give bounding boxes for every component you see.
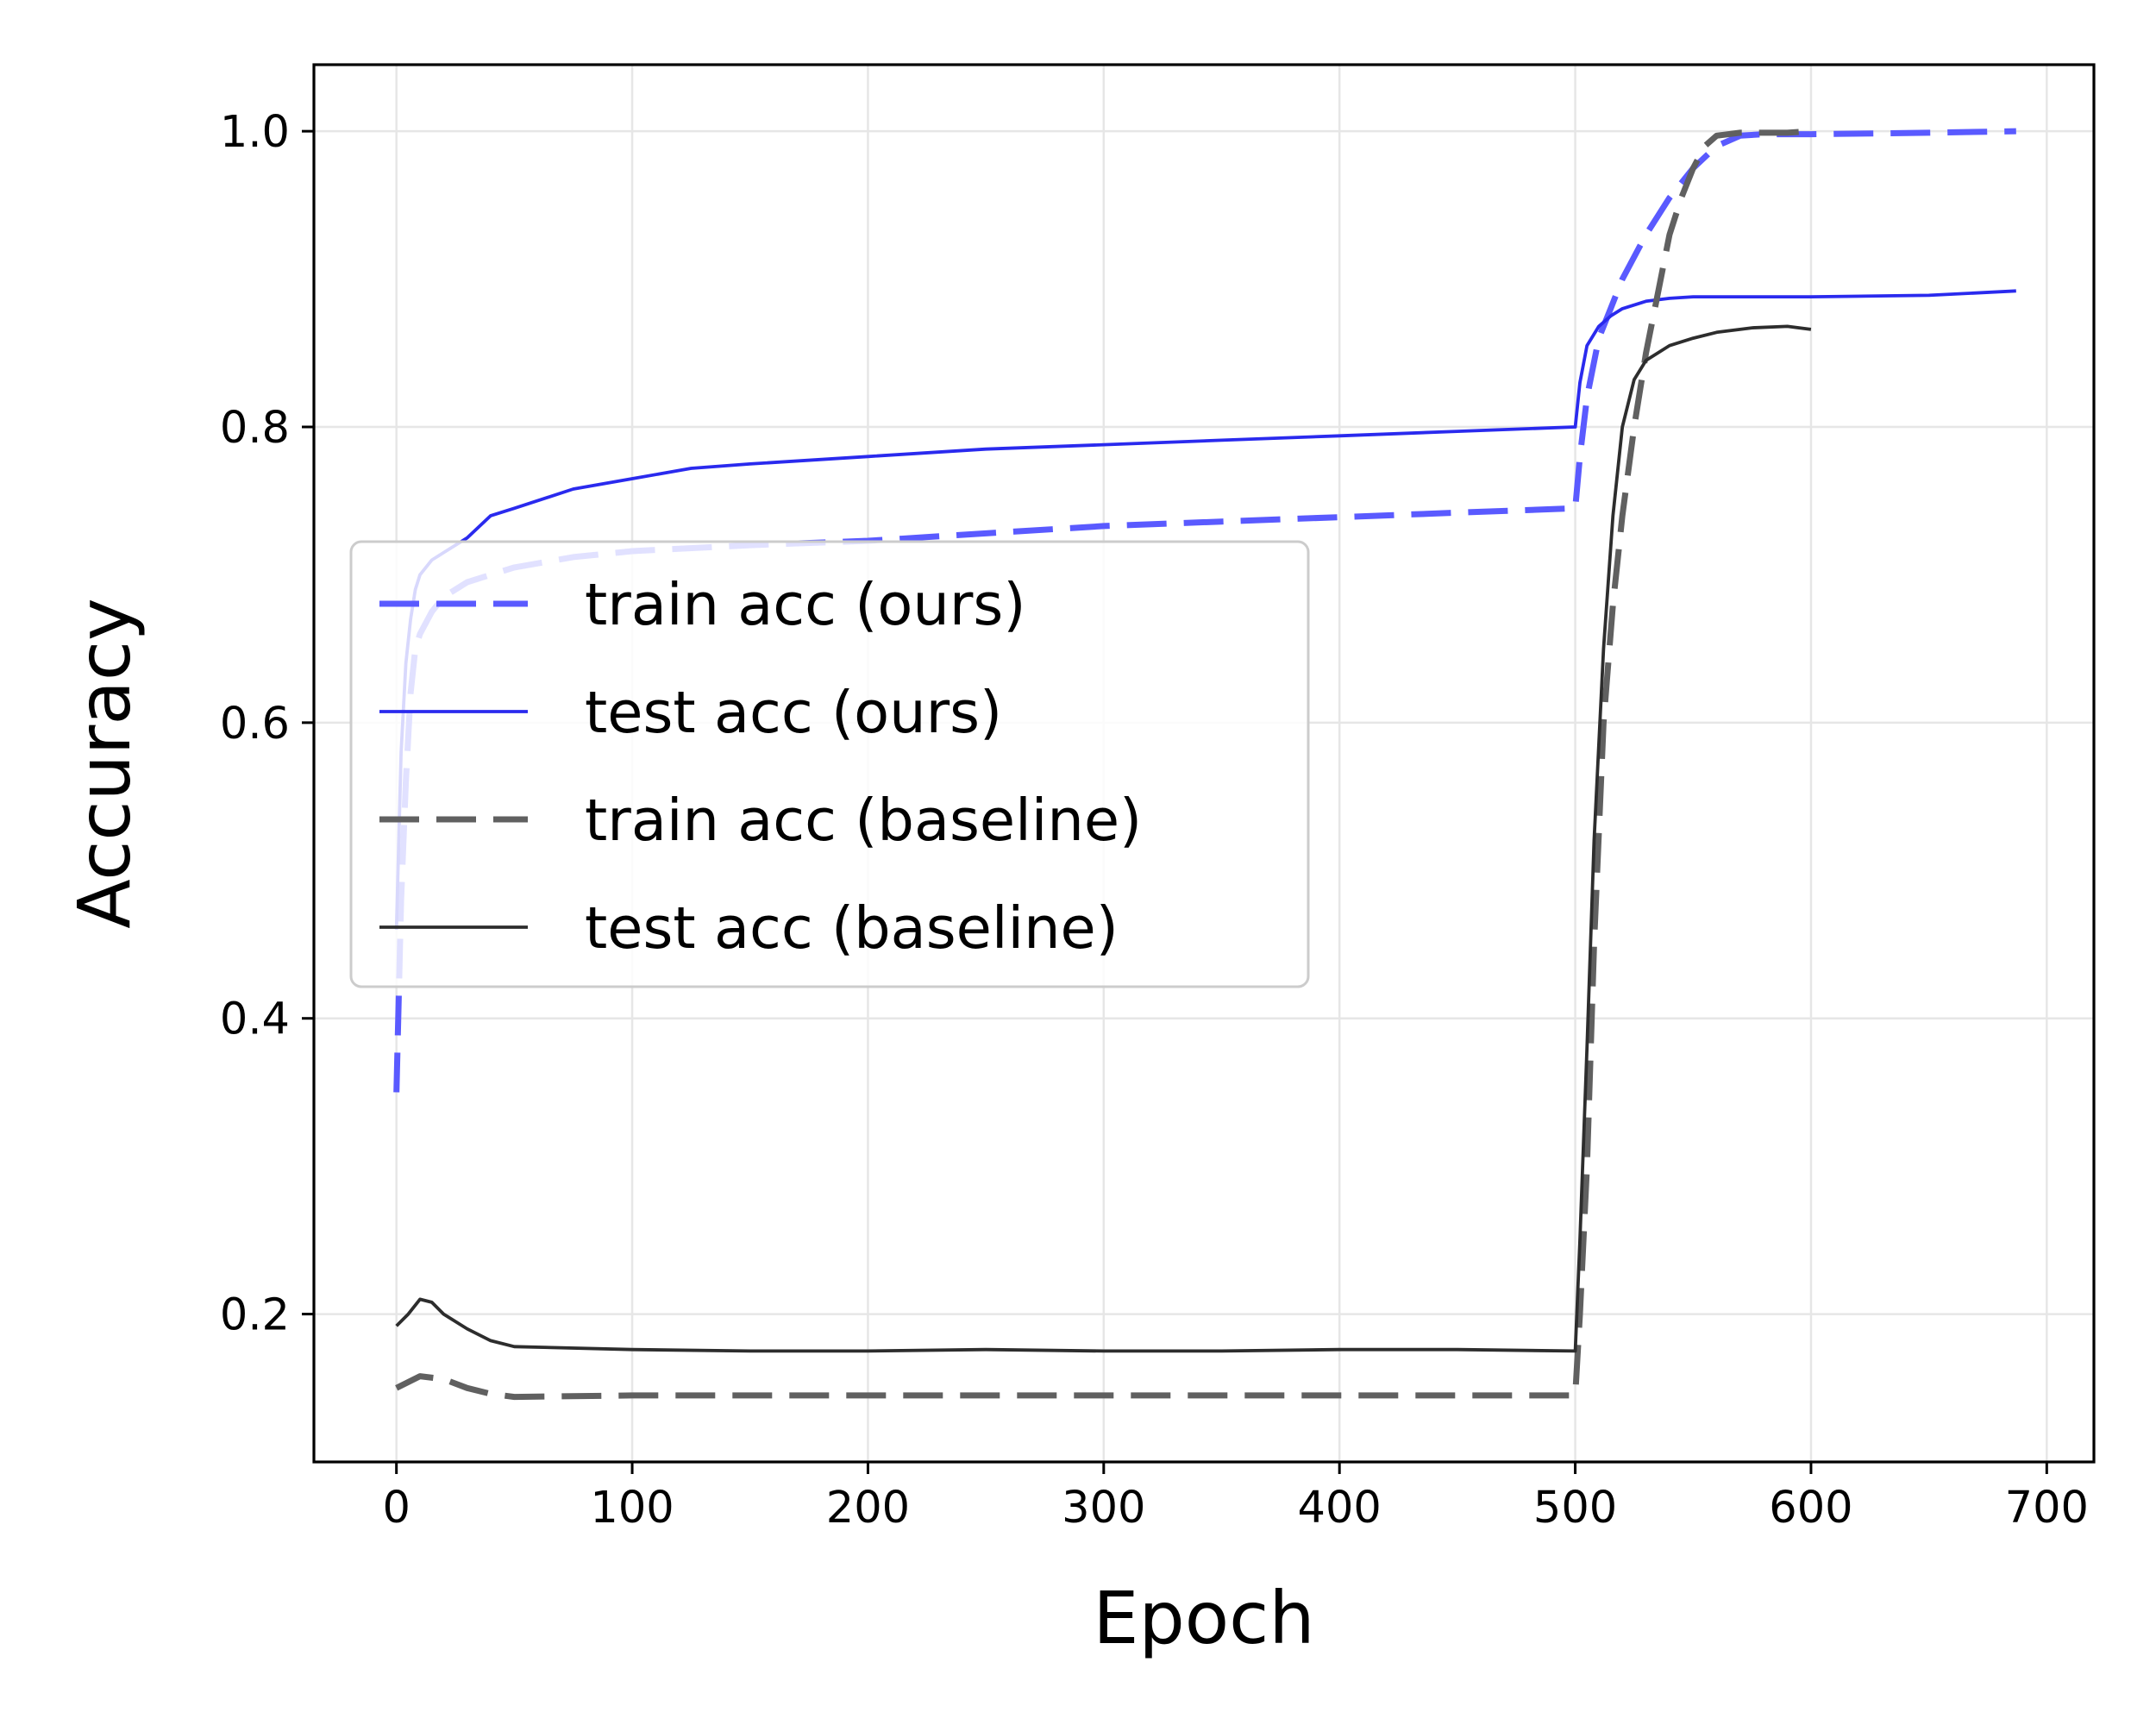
x-tick-label-7: 700 <box>2005 1483 2089 1534</box>
x-tick-label-1: 100 <box>590 1483 674 1534</box>
axis-ticks: 0 100 200 300 400 500 600 700 0.2 0.4 0.6 0.8 1.0 <box>220 107 2089 1534</box>
plot-frame <box>312 63 2096 1464</box>
x-tick-label-0: 0 <box>382 1483 410 1534</box>
series-line-3 <box>395 324 1812 1353</box>
legend: train acc (ours) test acc (ours) train acc… <box>349 540 1310 988</box>
series-line-2 <box>395 128 1812 1401</box>
x-tick-label-4: 400 <box>1298 1483 1382 1534</box>
legend-label-2: train acc (baseline) <box>585 787 1142 854</box>
y-tick-label-4: 1.0 <box>220 107 290 158</box>
y-tick-label-1: 0.4 <box>220 994 290 1045</box>
legend-box <box>349 540 1310 988</box>
x-tick-label-6: 600 <box>1769 1483 1852 1534</box>
x-axis-label: Epoch <box>1093 1576 1314 1660</box>
legend-label-0: train acc (ours) <box>585 571 1025 638</box>
x-tick-label-3: 300 <box>1062 1483 1145 1534</box>
y-axis-label: Accuracy <box>62 598 147 929</box>
y-tick-label-0: 0.2 <box>220 1290 290 1341</box>
x-tick-label-2: 200 <box>826 1483 910 1534</box>
legend-label-1: test acc (ours) <box>585 679 1002 746</box>
y-tick-label-3: 0.8 <box>220 403 290 454</box>
legend-label-3: test acc (baseline) <box>585 894 1119 962</box>
y-tick-label-2: 0.6 <box>220 699 290 750</box>
x-tick-label-5: 500 <box>1533 1483 1617 1534</box>
